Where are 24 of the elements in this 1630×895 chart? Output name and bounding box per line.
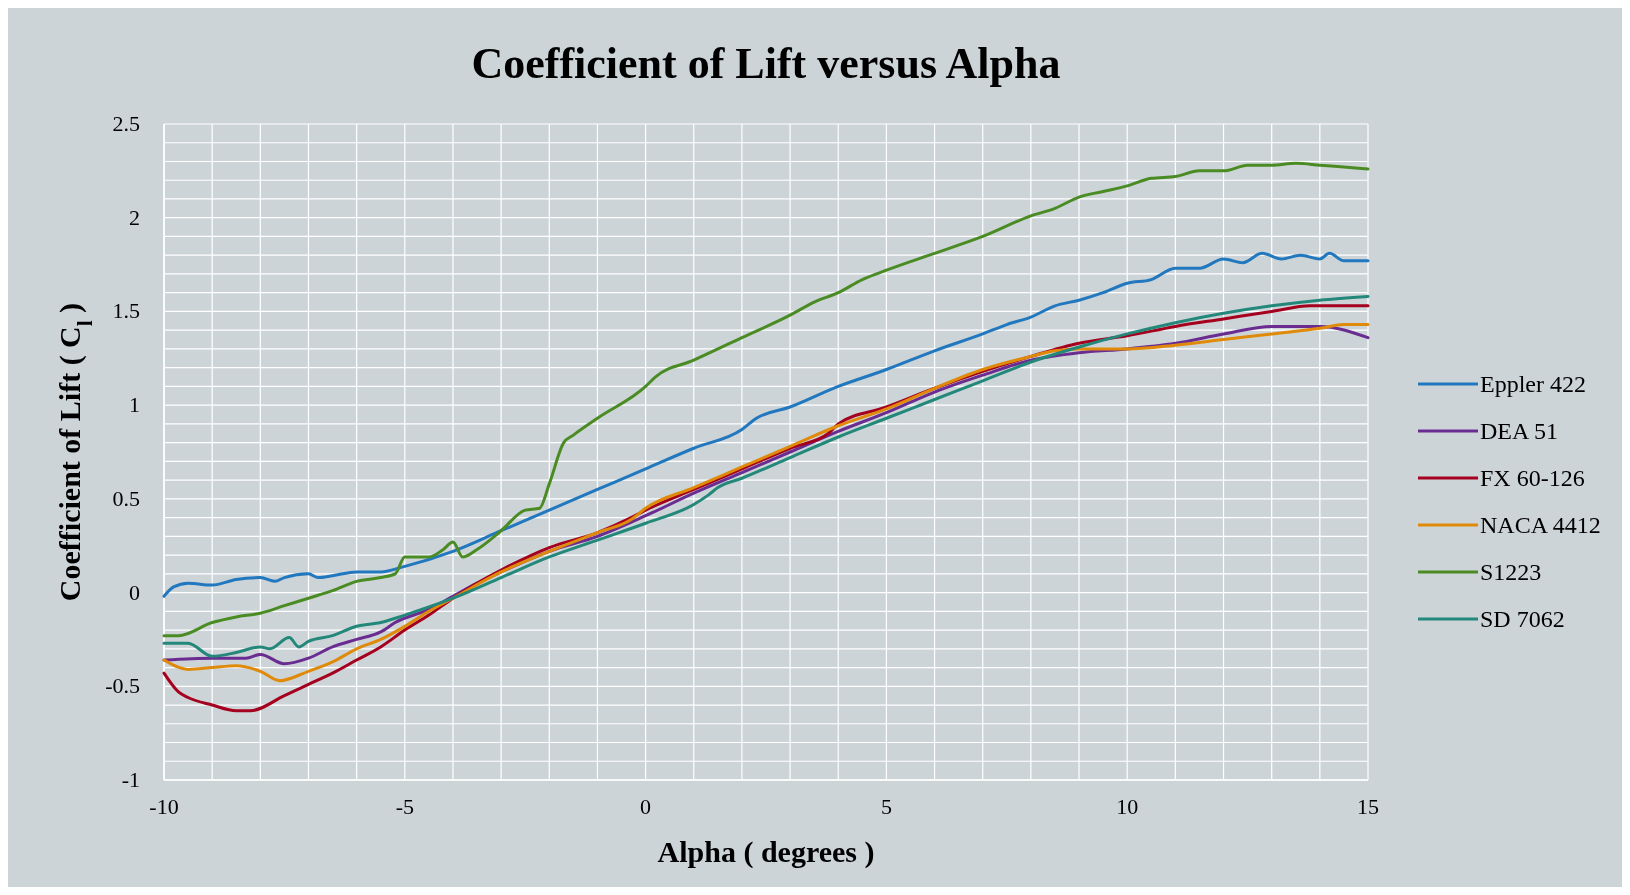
legend-label: DEA 51 xyxy=(1480,418,1558,444)
y-tick-label: 1 xyxy=(129,392,140,418)
chart-title: Coefficient of Lift versus Alpha xyxy=(471,39,1061,88)
y-tick-label: 2.5 xyxy=(112,111,140,136)
y-tick-label: 2 xyxy=(129,204,140,230)
x-tick-label: 0 xyxy=(640,794,652,819)
legend-label: Eppler 422 xyxy=(1480,371,1586,397)
legend-label: NACA 4412 xyxy=(1480,512,1601,538)
x-tick-label: 15 xyxy=(1357,794,1379,819)
legend-label: S1223 xyxy=(1480,559,1542,585)
y-tick-label: 0 xyxy=(129,579,140,605)
line-series xyxy=(162,251,1370,598)
x-tick-label: -5 xyxy=(395,794,414,819)
y-tick-label: 1.5 xyxy=(112,298,140,324)
legend-label: FX 60-126 xyxy=(1480,465,1585,491)
x-axis-title: Alpha ( degrees ) xyxy=(657,835,875,869)
y-tick-label: -0.5 xyxy=(105,673,140,699)
x-tick-label: -10 xyxy=(149,794,179,819)
legend-label: SD 7062 xyxy=(1480,606,1565,632)
x-tick-label: 5 xyxy=(880,794,892,819)
y-tick-label: -1 xyxy=(121,767,140,792)
y-tick-label: 0.5 xyxy=(112,485,140,511)
x-tick-label: 10 xyxy=(1116,794,1139,819)
line-series xyxy=(162,161,1370,638)
